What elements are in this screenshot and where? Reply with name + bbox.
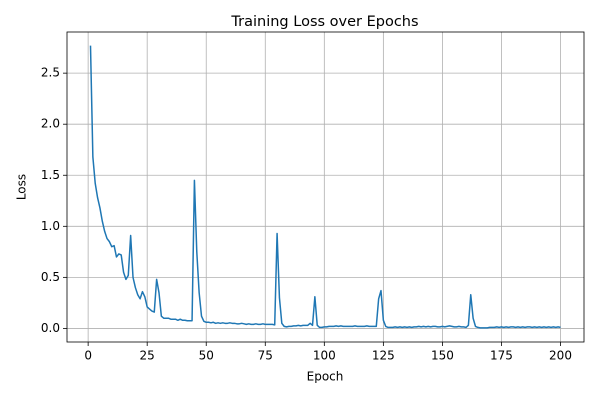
x-tick-label: 175 [490, 349, 513, 363]
y-tick-label: 0.5 [41, 270, 60, 284]
x-tick-label: 50 [199, 349, 214, 363]
y-tick-label: 1.0 [41, 219, 60, 233]
x-tick-label: 200 [549, 349, 572, 363]
plot-frame [66, 31, 585, 343]
y-tick-label: 1.5 [41, 168, 60, 182]
y-tick-label: 0.0 [41, 321, 60, 335]
x-tick-label: 125 [372, 349, 395, 363]
x-tick-label: 25 [140, 349, 155, 363]
loss-line [89, 45, 561, 329]
y-axis-label: Loss [15, 174, 29, 200]
x-tick-label: 150 [431, 349, 454, 363]
x-tick-label: 0 [84, 349, 92, 363]
x-axis-label: Epoch [307, 370, 344, 384]
x-tick-label: 75 [258, 349, 273, 363]
chart-title: Training Loss over Epochs [230, 14, 418, 30]
y-tick-label: 2.0 [41, 117, 60, 131]
x-tick-label: 100 [313, 349, 336, 363]
y-tick-label: 2.5 [41, 66, 60, 80]
